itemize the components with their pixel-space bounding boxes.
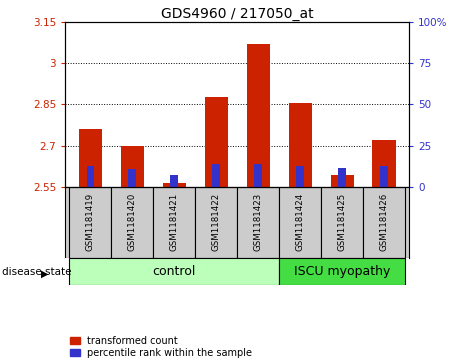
Text: GSM1181422: GSM1181422 xyxy=(212,193,221,252)
Bar xyxy=(163,183,186,187)
FancyBboxPatch shape xyxy=(69,187,111,258)
Text: GSM1181425: GSM1181425 xyxy=(338,193,346,252)
Legend: transformed count, percentile rank within the sample: transformed count, percentile rank withi… xyxy=(70,336,252,358)
Text: ▶: ▶ xyxy=(41,269,48,279)
Text: GSM1181424: GSM1181424 xyxy=(296,193,305,252)
Bar xyxy=(121,146,144,187)
FancyBboxPatch shape xyxy=(279,187,321,258)
Text: disease state: disease state xyxy=(2,266,72,277)
FancyBboxPatch shape xyxy=(69,258,279,285)
Text: GSM1181420: GSM1181420 xyxy=(128,193,137,252)
Bar xyxy=(86,166,94,187)
Bar xyxy=(380,166,388,187)
Bar xyxy=(372,140,396,187)
Bar xyxy=(79,129,102,187)
FancyBboxPatch shape xyxy=(237,187,279,258)
FancyBboxPatch shape xyxy=(321,187,363,258)
Text: GSM1181423: GSM1181423 xyxy=(253,193,263,252)
Bar xyxy=(289,103,312,187)
Bar xyxy=(205,98,228,187)
Text: GSM1181426: GSM1181426 xyxy=(379,193,389,252)
Title: GDS4960 / 217050_at: GDS4960 / 217050_at xyxy=(161,7,313,21)
FancyBboxPatch shape xyxy=(195,187,237,258)
Text: GSM1181421: GSM1181421 xyxy=(170,193,179,252)
FancyBboxPatch shape xyxy=(111,187,153,258)
Bar xyxy=(246,44,270,187)
FancyBboxPatch shape xyxy=(279,258,405,285)
FancyBboxPatch shape xyxy=(363,187,405,258)
FancyBboxPatch shape xyxy=(153,187,195,258)
Text: control: control xyxy=(153,265,196,278)
Text: GSM1181419: GSM1181419 xyxy=(86,193,95,252)
Text: ISCU myopathy: ISCU myopathy xyxy=(294,265,390,278)
Bar xyxy=(254,164,262,187)
Bar xyxy=(213,164,220,187)
Bar xyxy=(338,168,346,187)
Bar xyxy=(331,175,353,187)
Bar xyxy=(171,175,178,187)
Bar xyxy=(128,169,136,187)
Bar xyxy=(296,166,304,187)
